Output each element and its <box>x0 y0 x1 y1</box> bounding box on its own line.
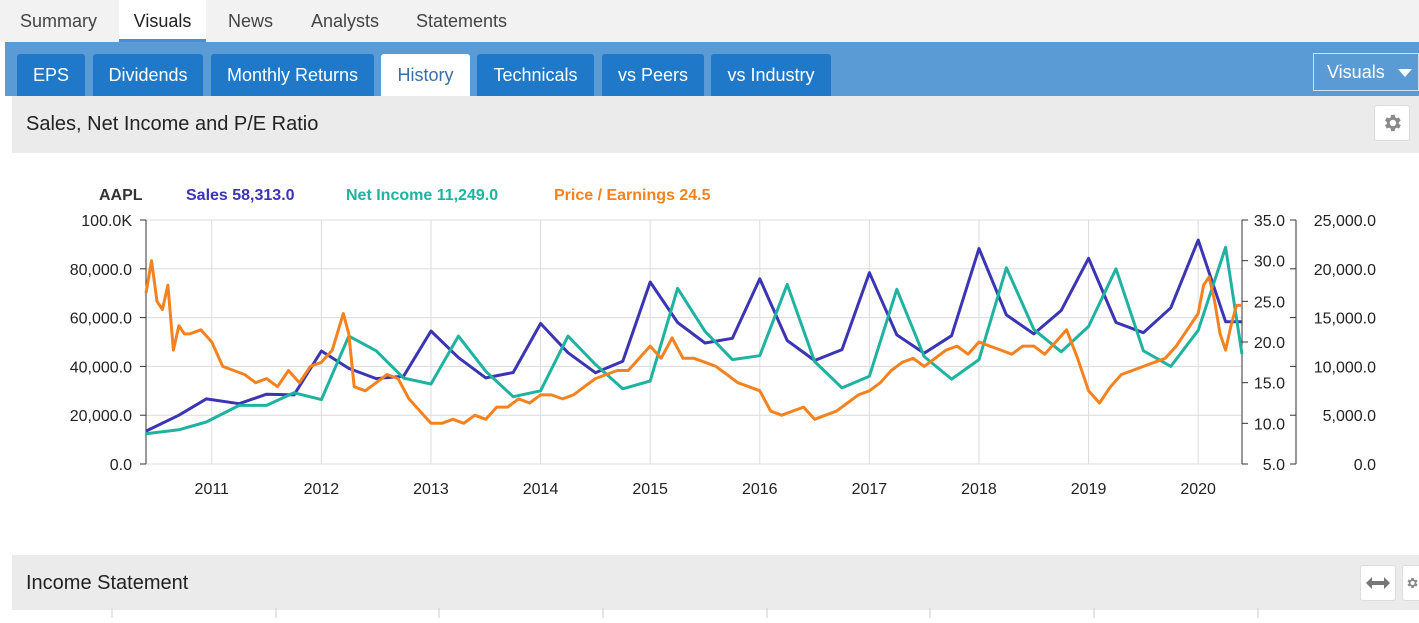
x-tick-label: 2020 <box>1180 481 1216 498</box>
y-mid-tick-label: 10.0 <box>1254 416 1285 433</box>
expand-arrows-icon <box>1366 577 1390 589</box>
legend-ticker: AAPL <box>99 187 143 204</box>
y-mid-tick-label: 35.0 <box>1254 213 1285 230</box>
x-tick-label: 2014 <box>523 481 559 498</box>
x-tick-label: 2017 <box>852 481 888 498</box>
x-tick-label: 2018 <box>961 481 997 498</box>
y-left-tick-label: 40,000.0 <box>70 359 132 376</box>
chart-series <box>144 238 1244 436</box>
x-tick-label: 2019 <box>1071 481 1107 498</box>
chart-panel-header: Sales, Net Income and P/E Ratio <box>12 96 1419 153</box>
y-right-tick-label: 5,000.0 <box>1323 408 1376 425</box>
tab-statements[interactable]: Statements <box>416 11 508 31</box>
x-tick-label: 2012 <box>304 481 340 498</box>
top-tab-bar: Summary Visuals News Analysts Statements <box>0 0 1419 42</box>
y-right-tick-label: 10,000.0 <box>1314 359 1376 376</box>
y-mid-tick-label: 25.0 <box>1254 294 1285 311</box>
y-mid-tick-label: 15.0 <box>1254 376 1285 393</box>
subtab-dividends[interactable]: Dividends <box>93 54 203 96</box>
y-mid-tick-label: 20.0 <box>1254 335 1285 352</box>
series-line-sales <box>145 238 1242 433</box>
chevron-down-icon <box>1398 69 1412 77</box>
y-right-tick-label: 15,000.0 <box>1314 311 1376 328</box>
subtab-history[interactable]: History <box>381 54 470 96</box>
sales-netincome-pe-chart: AAPL Sales 58,313.0 Net Income 11,249.0 … <box>70 187 1376 498</box>
tab-news[interactable]: News <box>228 11 274 31</box>
table-column-hints <box>12 605 1419 618</box>
subtab-eps[interactable]: EPS <box>17 54 85 96</box>
subtab-monthly-returns[interactable]: Monthly Returns <box>211 54 374 96</box>
series-line-pe <box>144 259 1242 425</box>
settings-button-2[interactable] <box>1402 565 1419 601</box>
y-left-tick-label: 80,000.0 <box>70 262 132 279</box>
income-statement-header: Income Statement <box>12 555 1419 610</box>
gear-icon <box>1385 114 1401 132</box>
y-right-tick-label: 25,000.0 <box>1314 213 1376 230</box>
y-left-tick-label: 100.0K <box>81 213 132 230</box>
panel-title: Sales, Net Income and P/E Ratio <box>26 113 319 135</box>
x-tick-label: 2015 <box>632 481 668 498</box>
subtab-vs-peers[interactable]: vs Peers <box>602 54 704 96</box>
tab-summary[interactable]: Summary <box>20 11 98 31</box>
legend-sales[interactable]: Sales 58,313.0 <box>186 187 295 204</box>
visuals-dropdown-label: Visuals <box>1327 62 1385 82</box>
tab-visuals[interactable]: Visuals <box>119 0 206 42</box>
visuals-dropdown[interactable]: Visuals <box>1313 53 1419 91</box>
legend-pe[interactable]: Price / Earnings 24.5 <box>554 187 711 204</box>
y-mid-tick-label: 30.0 <box>1254 254 1285 271</box>
gear-icon <box>1407 577 1418 589</box>
y-mid-tick-label: 5.0 <box>1263 457 1285 474</box>
chart-axes: 2011 2012 2013 2014 2015 2016 2017 2018 2019 2020… <box>70 213 1376 498</box>
y-right-tick-label: 20,000.0 <box>1314 262 1376 279</box>
tab-analysts[interactable]: Analysts <box>311 11 380 31</box>
subtab-technicals[interactable]: Technicals <box>477 54 594 96</box>
x-tick-label: 2011 <box>195 481 230 498</box>
series-line-net-income <box>145 245 1244 436</box>
settings-button[interactable] <box>1374 105 1410 141</box>
subtab-vs-industry[interactable]: vs Industry <box>711 54 831 96</box>
expand-button[interactable] <box>1360 565 1396 601</box>
legend-net-income[interactable]: Net Income 11,249.0 <box>346 187 498 204</box>
x-tick-label: 2016 <box>742 481 778 498</box>
panel-title-income-statement: Income Statement <box>26 572 189 594</box>
x-tick-label: 2013 <box>413 481 449 498</box>
y-left-tick-label: 20,000.0 <box>70 408 132 425</box>
y-right-tick-label: 0.0 <box>1354 457 1376 474</box>
y-left-tick-label: 60,000.0 <box>70 311 132 328</box>
y-left-tick-label: 0.0 <box>110 457 132 474</box>
chart-grid <box>146 219 1242 465</box>
